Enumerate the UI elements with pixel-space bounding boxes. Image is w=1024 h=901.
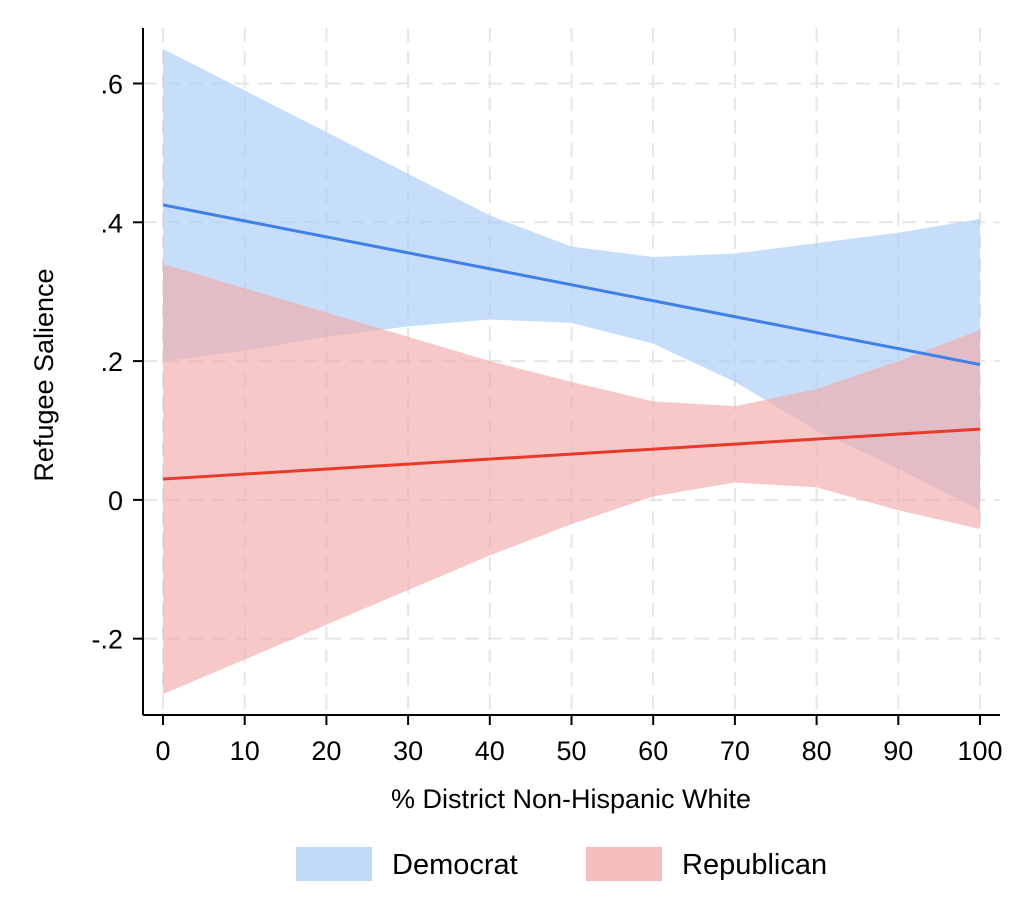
ci-band-democrat [163,48,980,511]
x-tick-label: 0 [155,736,170,766]
confidence-bands [163,48,980,695]
legend-swatch-democrat [296,847,372,881]
legend-swatch-republican [586,847,662,881]
x-tick-label: 100 [957,736,1002,766]
y-tick-label: .2 [100,347,123,377]
x-tick-label: 30 [393,736,423,766]
x-tick-label: 50 [556,736,586,766]
y-tick-label: .6 [100,70,123,100]
y-axis-title: Refugee Salience [29,268,59,481]
y-tick-label: .4 [100,208,123,238]
series-line-republican [162,427,981,481]
x-tick-label: 40 [475,736,505,766]
x-tick-label: 80 [802,736,832,766]
y-tick-label: 0 [108,486,123,516]
x-tick-label: 10 [230,736,260,766]
legend-label-democrat: Democrat [392,849,518,881]
x-tick-label: 70 [720,736,750,766]
x-axis-title: % District Non-Hispanic White [391,784,751,814]
axes: 0 10 20 30 40 50 60 70 80 90 100 -.2 0 .2 .4 .6 [91,28,1003,766]
x-tick-label: 90 [883,736,913,766]
x-tick-label: 60 [638,736,668,766]
legend-label-republican: Republican [682,849,827,881]
series-line-democrat [162,203,981,367]
fit-lines [162,203,981,481]
y-tick-label: -.2 [91,625,123,655]
x-tick-label: 20 [311,736,341,766]
legend: Democrat Republican [296,847,827,881]
ci-band-republican [163,263,980,695]
